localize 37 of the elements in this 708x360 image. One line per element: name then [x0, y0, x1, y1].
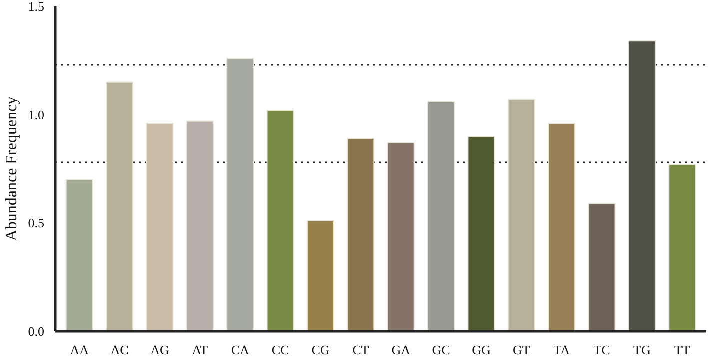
- bar: [146, 123, 174, 332]
- x-tick-label: CT: [352, 342, 370, 358]
- x-tick-label: CA: [231, 342, 250, 358]
- y-tick-label: 1.0: [28, 107, 44, 122]
- x-tick-label: CG: [312, 342, 330, 358]
- y-tick-label: 1.5: [28, 0, 44, 14]
- bar: [387, 142, 415, 332]
- bar: [508, 99, 536, 332]
- x-tick-label: TA: [554, 342, 571, 358]
- bar: [226, 58, 254, 332]
- bar: [468, 136, 496, 332]
- bar: [266, 110, 294, 332]
- bar: [628, 40, 656, 332]
- bar: [186, 120, 214, 332]
- x-tick-label: TC: [594, 342, 610, 358]
- bar: [548, 123, 576, 332]
- x-tick-label: TT: [674, 342, 690, 358]
- x-tick-label: AA: [70, 342, 90, 358]
- x-tick-label: AG: [150, 342, 170, 358]
- bar: [668, 164, 696, 332]
- x-tick-label: CC: [272, 342, 290, 358]
- bar: [428, 101, 456, 332]
- x-tick-label: TG: [634, 342, 651, 358]
- x-tick-label: GT: [512, 342, 530, 358]
- bar: [347, 138, 375, 332]
- x-tick-label: GC: [432, 342, 450, 358]
- x-tick-label: AT: [192, 342, 208, 358]
- bar: [66, 179, 94, 332]
- x-tick-label: GG: [472, 342, 491, 358]
- bar: [588, 203, 616, 332]
- y-tick-label: 0.5: [28, 216, 44, 231]
- x-tick-label: AC: [110, 342, 129, 358]
- y-tick-label: 0.0: [28, 324, 44, 339]
- bar: [306, 220, 334, 332]
- x-tick-label: GA: [392, 342, 412, 358]
- y-axis-title: Abundance Frequency: [3, 96, 20, 242]
- bar: [106, 82, 134, 332]
